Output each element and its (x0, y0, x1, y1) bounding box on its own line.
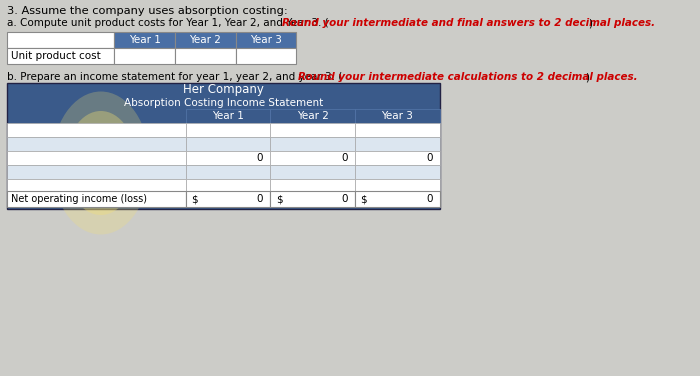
Bar (186, 165, 270, 179)
Text: Year 1: Year 1 (129, 35, 160, 45)
Text: 0: 0 (342, 153, 348, 163)
Text: Round your intermediate calculations to 2 decimal places.: Round your intermediate calculations to … (298, 72, 638, 82)
Bar (114, 48, 175, 64)
Text: ): ) (588, 18, 592, 28)
Bar (7, 151, 186, 165)
Text: 0: 0 (257, 194, 263, 204)
Text: 0: 0 (426, 194, 433, 204)
Text: Year 3: Year 3 (250, 35, 282, 45)
Bar (355, 179, 440, 193)
Text: Year 3: Year 3 (382, 111, 414, 121)
Bar (235, 48, 296, 64)
Text: 0: 0 (342, 194, 348, 204)
Bar (355, 151, 440, 165)
Bar (270, 179, 355, 193)
Bar (186, 137, 270, 151)
Text: $: $ (276, 194, 282, 204)
Text: ): ) (585, 72, 589, 82)
Ellipse shape (65, 111, 136, 215)
Bar (355, 165, 440, 179)
Text: Year 2: Year 2 (297, 111, 328, 121)
Text: Absorption Costing Income Statement: Absorption Costing Income Statement (124, 97, 323, 108)
Ellipse shape (85, 140, 116, 186)
Ellipse shape (90, 147, 112, 179)
Bar (270, 165, 355, 179)
Text: b. Prepare an income statement for year 1, year 2, and year 3. (: b. Prepare an income statement for year … (7, 72, 342, 82)
Text: Round your intermediate and final answers to 2 decimal places.: Round your intermediate and final answer… (282, 18, 655, 28)
Text: $: $ (191, 194, 197, 204)
Bar (114, 32, 175, 48)
Text: $: $ (360, 194, 367, 204)
Bar (270, 191, 355, 207)
Bar (186, 179, 270, 193)
Bar (270, 137, 355, 151)
Bar (186, 151, 270, 165)
Ellipse shape (52, 91, 150, 235)
Text: Her Company: Her Company (183, 83, 264, 96)
Bar (7, 83, 440, 209)
Bar (7, 123, 186, 137)
Bar (270, 123, 355, 137)
Bar (270, 109, 355, 123)
Bar (7, 165, 186, 179)
Bar (186, 109, 270, 123)
Bar (270, 151, 355, 165)
Text: a. Compute unit product costs for Year 1, Year 2, and Year 3. (: a. Compute unit product costs for Year 1… (7, 18, 329, 28)
Bar (355, 137, 440, 151)
Bar (7, 179, 186, 193)
Bar (355, 123, 440, 137)
Bar (355, 109, 440, 123)
Bar (355, 191, 440, 207)
Bar (235, 32, 296, 48)
Bar (7, 48, 114, 64)
Text: Net operating income (loss): Net operating income (loss) (10, 194, 147, 204)
Bar (186, 191, 270, 207)
Bar (7, 32, 114, 48)
Bar (7, 191, 186, 207)
Text: Year 2: Year 2 (189, 35, 221, 45)
Text: 3. Assume the company uses absorption costing:: 3. Assume the company uses absorption co… (7, 6, 288, 16)
Text: Year 1: Year 1 (212, 111, 244, 121)
Text: Unit product cost: Unit product cost (10, 51, 101, 61)
Bar (7, 137, 186, 151)
Ellipse shape (76, 127, 125, 199)
Bar (186, 123, 270, 137)
Bar (175, 48, 235, 64)
Text: 0: 0 (426, 153, 433, 163)
Text: 0: 0 (257, 153, 263, 163)
Bar (175, 32, 235, 48)
